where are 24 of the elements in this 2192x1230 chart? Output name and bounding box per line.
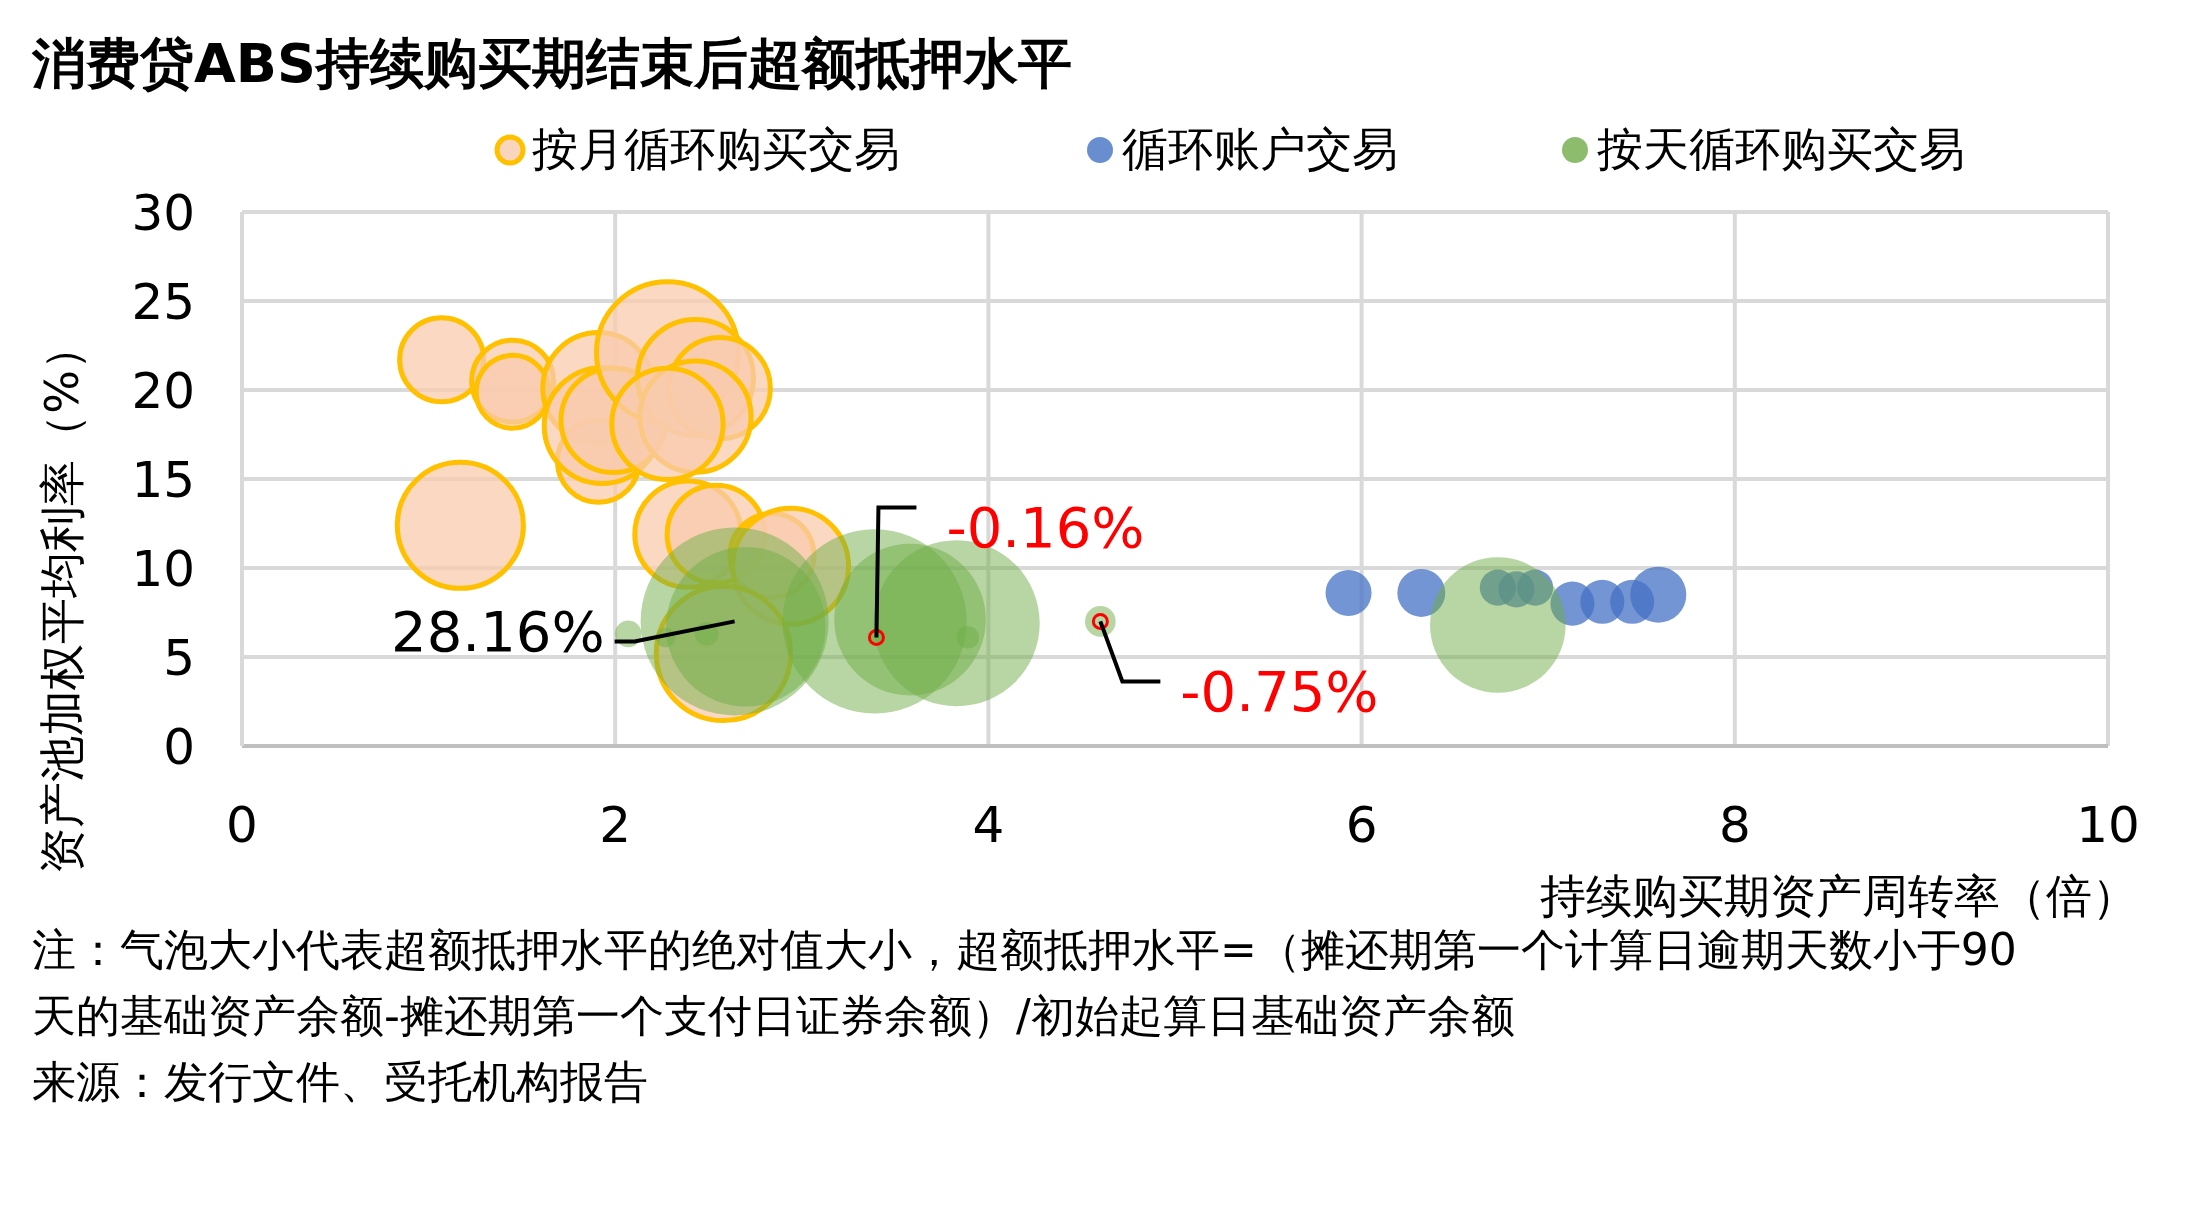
y-tick-label: 25 (131, 272, 195, 331)
y-tick-label: 15 (131, 450, 195, 509)
x-tick-label: 2 (599, 796, 632, 854)
legend-label: 按月循环购买交易 (532, 122, 900, 176)
y-tick-label: 20 (131, 361, 195, 420)
y-tick-label: 0 (163, 717, 195, 776)
y-tick-label: 10 (131, 539, 195, 598)
x-tick-label: 8 (1718, 796, 1751, 854)
source-note: 来源：发行文件、受托机构报告 (32, 1056, 648, 1107)
legend-label: 按天循环购买交易 (1597, 122, 1965, 176)
x-tick-label: 0 (226, 796, 258, 854)
y-axis-title: 资产池加权平均利率（%） (35, 324, 89, 874)
annotation: -0.16% (946, 495, 1145, 561)
text: 注：气泡大小代表超额抵押水平的绝对值大小，超额抵押水平=（摊还期第一个计算日逾期天数小于90天的基础资产余额-摊还期第一个支付日证券余额）/初始起算日基础资产余额 (32, 924, 2017, 1041)
chart-title: 消费贷ABS持续购买期结束后超额抵押水平 (31, 32, 1072, 95)
y-tick-label: 30 (131, 183, 195, 242)
annotation: -0.75% (1180, 659, 1379, 724)
x-tick-label: 4 (972, 796, 1005, 854)
x-axis-title: 持续购买期资产周转率（倍） (1540, 869, 2138, 923)
legend-label: 循环账户交易 (1122, 122, 1398, 176)
y-tick-label: 5 (163, 628, 195, 687)
annotation: 28.16% (391, 599, 605, 664)
x-tick-label: 6 (1345, 796, 1378, 854)
x-tick-label: 10 (2076, 796, 2140, 854)
